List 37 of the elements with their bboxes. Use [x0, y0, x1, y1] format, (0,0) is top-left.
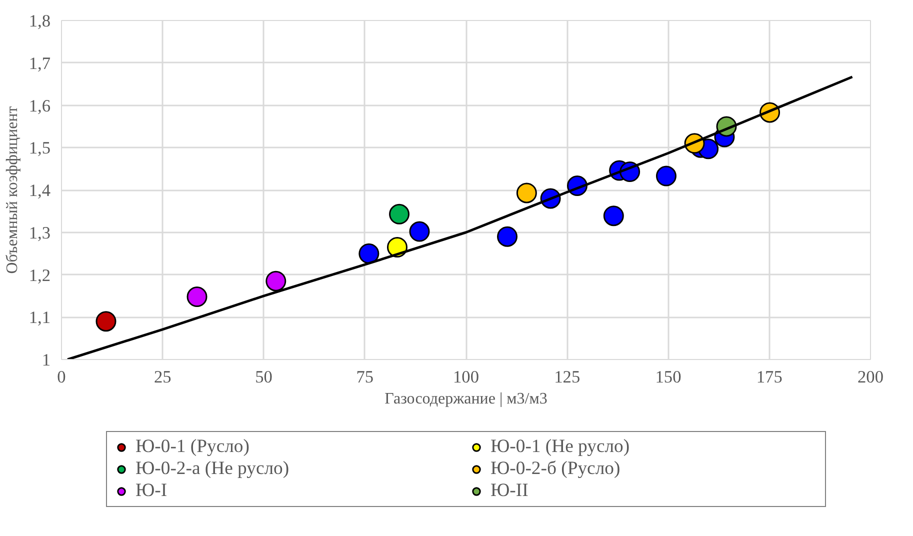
legend-label: Ю-I: [136, 480, 168, 502]
x-tick-label: 75: [356, 368, 374, 386]
point: [186, 286, 208, 308]
y-tick-label: 1,1: [28, 308, 51, 328]
y-axis-title: Объемный коэффициент: [4, 106, 21, 274]
y-tick-label: 1,7: [28, 54, 51, 73]
x-tick-label: 150: [655, 368, 682, 386]
x-axis-title: Газосодержание | м3/м3: [384, 390, 548, 408]
line-series: [66, 76, 854, 360]
point: [96, 311, 116, 332]
legend-label: Ю-0-1 (Русло): [136, 436, 250, 458]
point: [266, 270, 286, 292]
point: [516, 182, 537, 204]
x-tick-label: 200: [858, 368, 884, 386]
legend-label: Ю-II: [490, 480, 530, 502]
legend-label: Ю-0-1 (Не русло): [490, 436, 631, 458]
y-tick-label: 1,4: [28, 181, 51, 200]
x-tick-label: 50: [255, 368, 272, 386]
y-tick-label: 1: [42, 350, 51, 370]
y-tick-label: 1,6: [28, 96, 51, 116]
x-tick-label: 175: [756, 368, 782, 386]
legend-label: Ю-0-2-б (Русло): [490, 458, 622, 480]
x-tick-label: 25: [154, 368, 172, 386]
point: [389, 204, 410, 224]
point: [603, 206, 624, 226]
y-tick-label: 1,5: [28, 138, 51, 158]
y-tick-label: 1,2: [28, 266, 51, 285]
y-tick-label: 1,3: [28, 223, 51, 242]
point: [358, 243, 380, 264]
point: [497, 226, 518, 247]
legend-label: Ю-0-2-а (Не русло): [136, 458, 290, 480]
point: [409, 221, 430, 242]
x-tick-label: 0: [57, 368, 66, 386]
x-tick-label: 125: [554, 368, 580, 386]
x-tick-label: 100: [453, 368, 480, 386]
y-tick-label: 1,8: [28, 12, 51, 30]
point: [656, 166, 676, 186]
